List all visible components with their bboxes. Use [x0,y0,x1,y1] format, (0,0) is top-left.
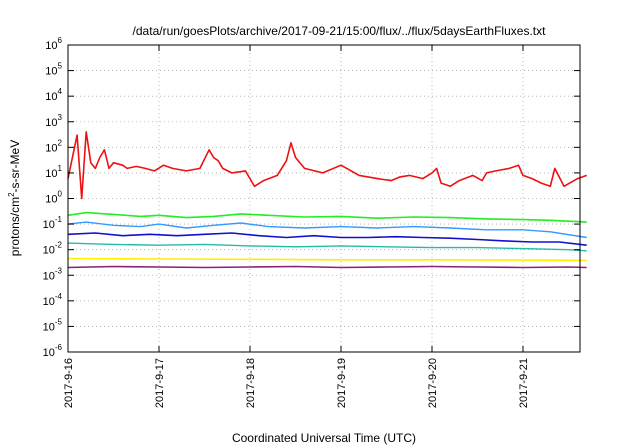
y-tick-base: 10 [43,347,55,359]
series-line-4 [67,232,587,246]
y-tick-exp: 4 [58,87,63,96]
y-tick-base: 10 [45,91,57,103]
y-tick-exp: -6 [55,343,63,352]
y-tick-label: 10-6 [43,343,63,359]
y-tick-exp: 5 [58,62,63,71]
x-tick-label: 2017-9-21 [518,358,530,408]
series-line-3 [67,221,587,239]
y-tick-exp: -2 [55,241,63,250]
series-line-7 [67,265,587,269]
y-tick-base: 10 [45,40,57,52]
y-tick-base: 10 [45,168,57,180]
y-tick-base: 10 [43,219,55,231]
y-tick-label: 10-3 [43,266,63,282]
y-tick-base: 10 [43,270,55,282]
y-tick-exp: 6 [58,36,63,45]
y-axis-label: protons/cm2-s-sr-MeV [7,140,22,256]
series-line-1 [67,131,587,200]
y-axis-label-rest: -s-sr-MeV [8,140,22,193]
grid [68,45,580,352]
y-tick-label: 103 [45,113,62,129]
x-tick-label: 2017-9-20 [427,358,439,408]
y-tick-label: 102 [45,138,62,154]
y-tick-exp: 3 [58,113,63,122]
y-tick-base: 10 [45,142,57,154]
y-tick-base: 10 [43,296,55,308]
y-axis: 10-610-510-410-310-210-11001011021031041… [43,36,580,359]
y-tick-label: 105 [45,62,62,78]
y-tick-base: 10 [45,194,57,206]
y-tick-exp: -4 [55,292,63,301]
series-line-6 [67,257,587,262]
y-tick-label: 10-1 [43,215,63,231]
x-tick-label: 2017-9-16 [63,358,75,408]
x-axis-label: Coordinated Universal Time (UTC) [232,431,416,445]
series-line-2 [67,211,587,223]
y-tick-exp: -5 [55,317,63,326]
y-tick-base: 10 [43,245,55,257]
y-tick-exp: -1 [55,215,63,224]
y-tick-label: 104 [45,87,62,103]
y-tick-exp: 1 [58,164,63,173]
y-tick-label: 10-4 [43,292,63,308]
y-tick-label: 10-5 [43,317,63,333]
y-tick-base: 10 [45,117,57,129]
x-tick-label: 2017-9-18 [245,358,257,408]
y-tick-base: 10 [45,66,57,78]
y-tick-label: 10-2 [43,241,63,257]
y-tick-exp: 0 [58,190,63,199]
y-tick-exp: 2 [58,138,63,147]
y-tick-label: 106 [45,36,62,52]
series-group [67,131,587,269]
y-tick-base: 10 [43,321,55,333]
y-tick-label: 100 [45,190,62,206]
y-axis-label-base: protons/cm [8,197,22,256]
y-tick-exp: -3 [55,266,63,275]
y-tick-label: 101 [45,164,62,180]
x-tick-label: 2017-9-19 [336,358,348,408]
x-tick-label: 2017-9-17 [154,358,166,408]
y-axis-label-sup: 2 [7,192,16,197]
x-axis: 2017-9-16 2017-9-17 2017-9-18 2017-9-19 2017… [63,45,530,408]
series-line-5 [67,242,587,252]
chart-title: /data/run/goesPlots/archive/2017-09-21/1… [133,24,547,38]
